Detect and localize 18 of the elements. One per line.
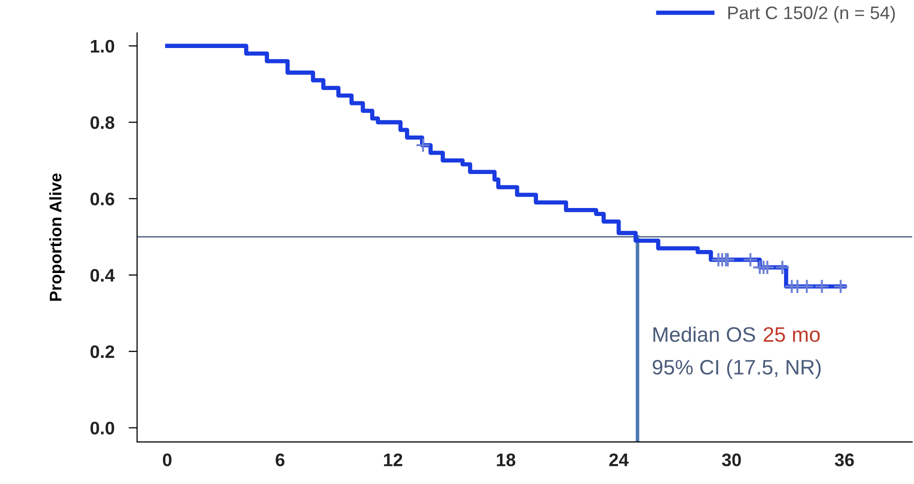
annotation: 25 mo	[764, 327, 820, 342]
y-tick-label: 0.8	[90, 116, 114, 129]
annotation: 95% CI (17.5, NR)	[652, 359, 821, 379]
x-tick-label: 24	[609, 453, 629, 466]
y-tick-label: 0.2	[90, 345, 114, 358]
x-tick-label: 0	[162, 453, 172, 466]
y-tick-label: 0.4	[90, 268, 115, 282]
y-tick-label: 0.0	[90, 422, 114, 434]
y-axis-title: Proportion Alive	[49, 173, 65, 301]
x-tick-label: 12	[384, 453, 402, 466]
annotation: Median OS	[653, 326, 756, 342]
x-tick-label: 18	[496, 453, 516, 466]
x-tick-label: 6	[276, 453, 284, 466]
x-tick-label: 36	[834, 453, 854, 466]
legend-label: Part C 150/2 (n = 54)	[728, 6, 895, 23]
x-tick-label: 30	[722, 453, 741, 466]
y-tick-label: 0.6	[90, 192, 114, 206]
y-tick-label: 1.0	[90, 40, 114, 53]
